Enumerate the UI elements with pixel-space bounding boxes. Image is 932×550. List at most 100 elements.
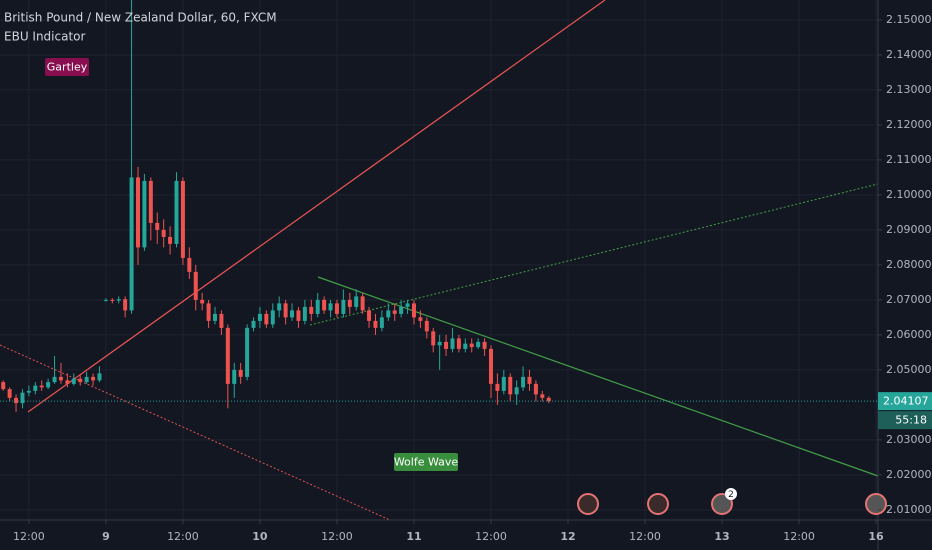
y-tick-label: 2.08000 <box>886 258 932 271</box>
wolfe-target-line <box>309 183 879 326</box>
candle-body <box>309 306 314 314</box>
candle-body <box>424 320 429 332</box>
candle-body <box>405 303 410 307</box>
event-badge-bg <box>725 488 737 500</box>
event-icon[interactable] <box>647 493 669 515</box>
candle-body <box>386 310 391 318</box>
candle-body <box>514 387 519 395</box>
countdown-label: 55:18 <box>895 414 927 427</box>
y-tick-label: 2.01000 <box>886 503 932 516</box>
candle-body <box>482 341 487 349</box>
y-tick-label: 2.02000 <box>886 468 932 481</box>
x-tick-label: 12:00 <box>629 530 661 543</box>
candle-body <box>469 343 474 348</box>
trend-line-dotted <box>0 344 391 521</box>
event-icon[interactable] <box>711 493 733 515</box>
candle-body <box>129 177 134 311</box>
y-tick-label: 2.07000 <box>886 293 932 306</box>
candle-body <box>334 303 339 314</box>
candle-body <box>360 296 365 311</box>
candle-body <box>463 343 468 349</box>
candle-body <box>97 373 102 381</box>
candle-body <box>257 313 262 321</box>
x-tick-label: 12:00 <box>13 530 45 543</box>
candle-body <box>347 299 352 307</box>
candle-body <box>174 180 179 244</box>
x-tick-label: 16 <box>868 530 884 543</box>
x-tick-label: 11 <box>406 530 421 543</box>
countdown-box <box>878 411 932 430</box>
candle-body <box>187 257 192 272</box>
candle-body <box>200 299 205 304</box>
y-tick-label: 2.10000 <box>886 188 932 201</box>
candle-body <box>315 299 320 314</box>
wolfe-label: Wolfe Wave <box>394 456 459 469</box>
candle-body <box>437 341 442 346</box>
candle-body <box>277 303 282 311</box>
candle-body <box>135 177 140 248</box>
event-icon[interactable] <box>865 493 887 515</box>
candle-body <box>142 180 147 248</box>
candle-body <box>219 313 224 328</box>
candle-body <box>290 310 295 318</box>
candle-body <box>456 338 461 349</box>
x-tick-label: 12:00 <box>783 530 815 543</box>
candle-body <box>450 338 455 349</box>
candle-body <box>533 383 538 395</box>
candle-body <box>508 376 513 395</box>
wolfe-line <box>317 276 879 477</box>
candle-body <box>283 303 288 318</box>
candle-body <box>232 369 237 384</box>
candle-body <box>238 369 243 377</box>
current-price-box <box>878 392 932 411</box>
candle-body <box>302 306 307 321</box>
candle-body <box>33 385 38 391</box>
candle-body <box>546 397 551 402</box>
candle-body <box>341 299 346 314</box>
candle-body <box>296 310 301 321</box>
candle-body <box>71 378 76 384</box>
candle-body <box>14 397 19 404</box>
candle-body <box>245 327 250 377</box>
chart-title: British Pound / New Zealand Dollar, 60, … <box>4 11 277 25</box>
candle-body <box>65 380 70 384</box>
candle-body <box>84 376 89 383</box>
candle-body <box>103 299 108 301</box>
candle-body <box>213 313 218 321</box>
candle-body <box>110 299 115 301</box>
y-tick-label: 2.03000 <box>886 433 932 446</box>
candle-body <box>354 296 359 307</box>
candle-body <box>20 392 25 404</box>
x-tick-label: 10 <box>252 530 268 543</box>
candle-body <box>193 271 198 300</box>
candle-body <box>495 383 500 391</box>
candle-body <box>476 341 481 348</box>
candle-body <box>78 378 83 383</box>
x-tick-label: 12:00 <box>475 530 507 543</box>
y-tick-label: 2.15000 <box>886 13 932 26</box>
candle-body <box>270 310 275 325</box>
event-icon[interactable] <box>577 493 599 515</box>
gartley-label: Gartley <box>47 61 88 74</box>
gartley-label-box <box>45 58 89 76</box>
candle-body <box>521 376 526 388</box>
y-tick-label: 2.05000 <box>886 363 932 376</box>
candle-body <box>501 376 506 391</box>
x-tick-label: 12:00 <box>321 530 353 543</box>
y-tick-label: 2.06000 <box>886 328 932 341</box>
candle-body <box>540 394 545 398</box>
candle-body <box>148 180 153 223</box>
x-tick-label: 12:00 <box>167 530 199 543</box>
candle-body <box>322 299 327 311</box>
candle-body <box>411 303 416 318</box>
candle-body <box>431 331 436 346</box>
candle-body <box>488 348 493 384</box>
wolfe-label-box <box>394 453 458 471</box>
indicator-name: EBU Indicator <box>4 30 86 44</box>
candle-body <box>379 317 384 328</box>
candle-body <box>168 236 173 244</box>
candle-body <box>155 222 160 230</box>
candle-body <box>1 382 6 390</box>
current-price-label: 2.04107 <box>883 395 929 408</box>
